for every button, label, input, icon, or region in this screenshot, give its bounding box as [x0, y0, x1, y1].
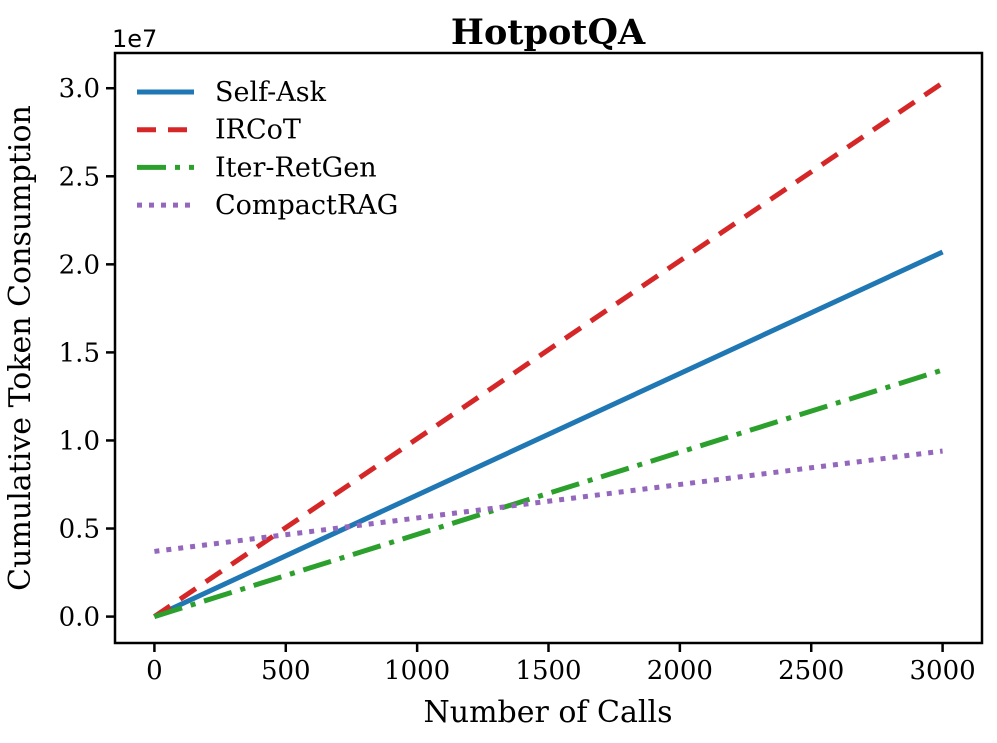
legend-entry-compactrag: CompactRAG	[137, 190, 398, 221]
axis-ticks: 0 500 1000 1500 2000 2500 3000 0.0 0.5 1.0 1.5 2.0 2…	[59, 74, 976, 686]
series-line-iter-retgen	[153, 367, 944, 619]
series-lines	[153, 80, 944, 619]
y-tick-label: 2.5	[59, 162, 100, 192]
y-tick-label: 0.0	[59, 603, 100, 633]
legend-entry-ircot: IRCoT	[137, 115, 301, 146]
y-tick-label: 2.0	[59, 250, 100, 280]
y-axis-offset-label: 1e7	[112, 25, 157, 53]
y-axis-label: Cumulative Token Consumption	[3, 105, 38, 591]
x-axis-label: Number of Calls	[424, 695, 673, 730]
x-tick-label: 500	[261, 656, 311, 686]
series-line-compactrag	[154, 448, 943, 554]
legend-label: Iter-RetGen	[215, 152, 377, 183]
x-tick-label: 2500	[778, 656, 844, 686]
series-line-self-ask	[153, 249, 944, 619]
x-tick-label: 2000	[647, 656, 713, 686]
x-tick-label: 1500	[515, 656, 581, 686]
y-tick-label: 1.0	[59, 426, 100, 456]
legend: Self-Ask IRCoT Iter-RetGen CompactRAG	[137, 77, 398, 221]
x-tick-label: 3000	[910, 656, 976, 686]
x-tick-label: 1000	[384, 656, 450, 686]
chart-title: HotpotQA	[451, 12, 646, 53]
series-line-ircot	[153, 80, 944, 619]
y-tick-label: 0.5	[59, 515, 100, 545]
legend-label: CompactRAG	[215, 190, 398, 221]
legend-label: IRCoT	[215, 115, 301, 146]
legend-label: Self-Ask	[215, 77, 327, 108]
legend-entry-iter-retgen: Iter-RetGen	[137, 152, 377, 183]
y-tick-label: 1.5	[59, 338, 100, 368]
legend-entry-self-ask: Self-Ask	[137, 77, 327, 108]
x-tick-label: 0	[146, 656, 163, 686]
y-tick-label: 3.0	[59, 74, 100, 104]
